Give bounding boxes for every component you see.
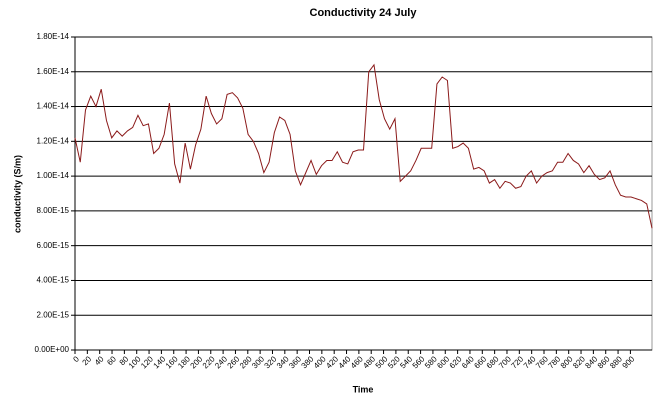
y-tick-label: 1.20E-14	[37, 136, 70, 145]
plot-area	[74, 36, 653, 351]
x-tick-label: 900	[620, 354, 636, 370]
y-axis-title: conductivity (S/m)	[12, 155, 22, 233]
x-tick-label: 60	[105, 354, 118, 367]
y-tick-label: 6.00E-15	[37, 241, 70, 250]
y-tick-label: 1.00E-14	[37, 171, 70, 180]
y-tick-label: 0.00E+00	[35, 345, 70, 354]
x-tick-label: 0	[71, 354, 81, 364]
y-tick-label: 1.40E-14	[37, 102, 70, 111]
y-tick-label: 1.60E-14	[37, 67, 70, 76]
x-axis-title: Time	[353, 384, 374, 394]
x-tick-label: 20	[81, 354, 94, 367]
y-tick-label: 1.80E-14	[37, 32, 70, 41]
y-tick-label: 2.00E-15	[37, 310, 70, 319]
x-tick-label: 40	[93, 354, 106, 367]
y-tick-label: 4.00E-15	[37, 276, 70, 285]
chart-title: Conductivity 24 July	[310, 7, 418, 19]
data-line	[74, 63, 653, 229]
y-tick-label: 8.00E-15	[37, 206, 70, 215]
